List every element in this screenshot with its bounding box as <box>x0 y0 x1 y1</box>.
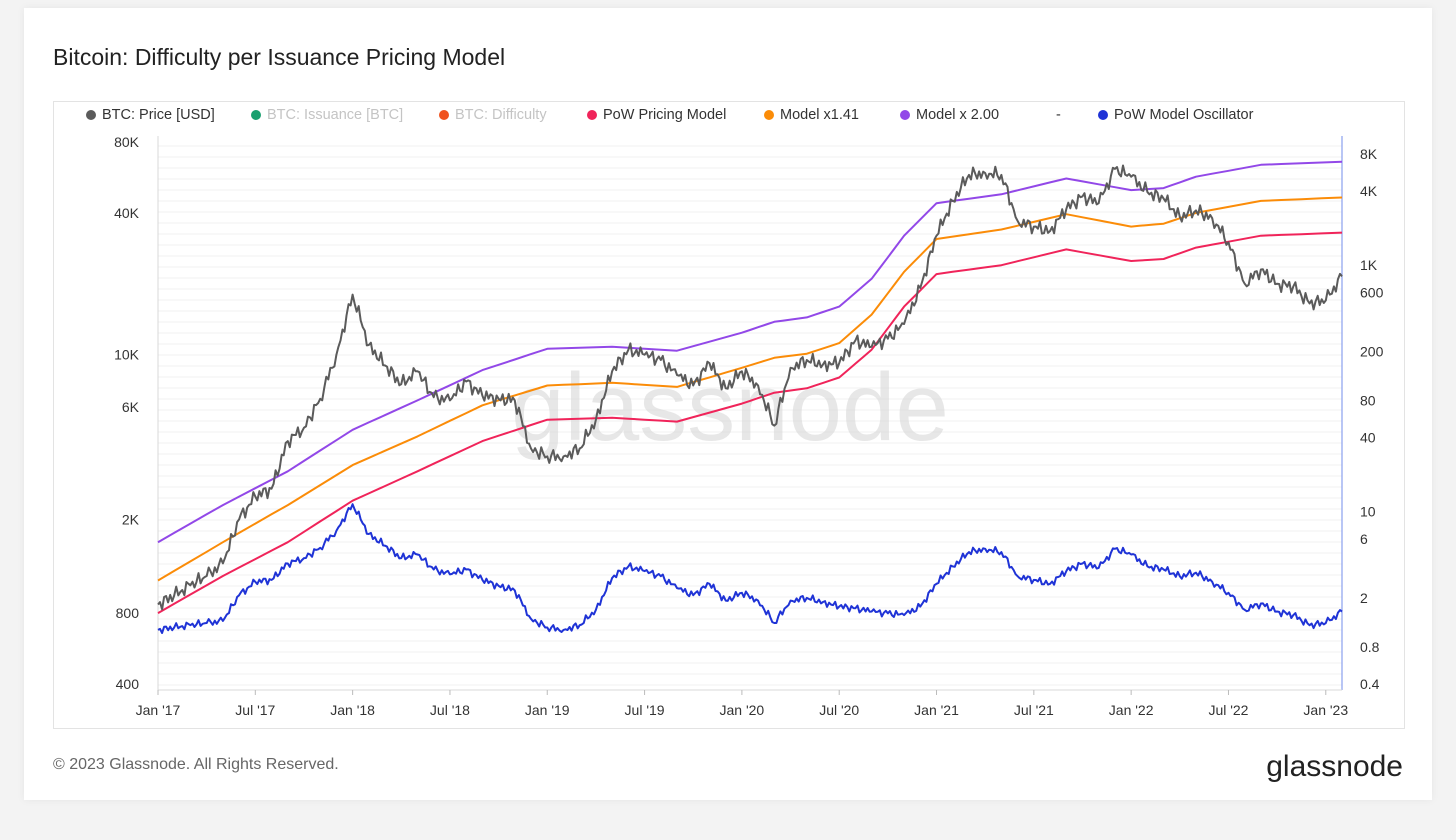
legend-label: Model x1.41 <box>780 107 859 123</box>
plot-frame <box>53 101 1405 729</box>
legend-label: BTC: Issuance [BTC] <box>267 107 404 123</box>
y-right-tick-label: 0.4 <box>1360 676 1380 692</box>
legend-item-btc-difficulty[interactable]: BTC: Difficulty <box>439 107 547 123</box>
y-right-tick-label: 80 <box>1360 392 1376 408</box>
y-left-tick-label: 10K <box>114 347 140 363</box>
x-tick-label: Jan '21 <box>914 702 959 718</box>
legend-item-pow-model-oscillator[interactable]: PoW Model Oscillator <box>1098 107 1253 123</box>
x-tick-label: Jul '19 <box>625 702 665 718</box>
series-line-pow-pricing-model <box>157 231 1343 614</box>
y-right-tick-label: 40 <box>1360 430 1376 446</box>
chart-title: Bitcoin: Difficulty per Issuance Pricing… <box>53 44 506 70</box>
y-right-tick-label: 200 <box>1360 343 1384 359</box>
y-right-tick-label: 1K <box>1360 257 1378 273</box>
legend-label: PoW Pricing Model <box>603 107 727 123</box>
glassnode-logo: glassnode <box>1266 750 1403 783</box>
y-left-tick-label: 2K <box>122 511 140 527</box>
copyright-text: © 2023 Glassnode. All Rights Reserved. <box>53 756 339 773</box>
y-right-tick-label: 8K <box>1360 146 1378 162</box>
y-left-tick-label: 80K <box>114 134 140 150</box>
y-left-tick-label: 400 <box>116 676 140 692</box>
chart-card: Bitcoin: Difficulty per Issuance Pricing… <box>24 8 1432 800</box>
y-left-tick-label: 800 <box>116 605 140 621</box>
x-tick-label: Jan '23 <box>1303 702 1348 718</box>
x-tick-label: Jan '22 <box>1109 702 1154 718</box>
y-right-tick-label: 6 <box>1360 531 1368 547</box>
y-right-tick-label: 0.8 <box>1360 639 1380 655</box>
series-line-model-x1-41 <box>157 196 1343 582</box>
legend-dot <box>764 110 774 120</box>
x-tick-label: Jul '20 <box>819 702 859 718</box>
legend-item-btc-issuance[interactable]: BTC: Issuance [BTC] <box>251 107 403 123</box>
legend-label: - <box>1056 107 1061 123</box>
legend-dot <box>86 110 96 120</box>
legend-label: BTC: Difficulty <box>455 107 547 123</box>
y-right-tick-label: 2 <box>1360 590 1368 606</box>
x-tick-label: Jul '18 <box>430 702 470 718</box>
legend-label: BTC: Price [USD] <box>102 107 215 123</box>
x-tick-label: Jul '17 <box>235 702 275 718</box>
legend-dot <box>900 110 910 120</box>
y-left-tick-label: 6K <box>122 399 140 415</box>
series-line-pow-model-oscillator <box>157 503 1343 634</box>
x-tick-label: Jan '17 <box>136 702 181 718</box>
legend-dot <box>587 110 597 120</box>
legend-item-pow-pricing-model[interactable]: PoW Pricing Model <box>587 107 726 123</box>
x-tick-label: Jan '20 <box>720 702 765 718</box>
x-tick-label: Jul '22 <box>1208 702 1248 718</box>
y-right-tick-label: 600 <box>1360 285 1384 301</box>
series-line-model-x-2-00 <box>157 160 1343 544</box>
x-tick-label: Jan '18 <box>330 702 375 718</box>
legend-dot <box>1098 110 1108 120</box>
legend-dot <box>439 110 449 120</box>
y-left-tick-label: 40K <box>114 205 140 221</box>
legend-label: Model x 2.00 <box>916 107 1000 123</box>
legend-item-separator: - <box>1056 107 1061 123</box>
legend-label: PoW Model Oscillator <box>1114 107 1254 123</box>
legend-dot <box>251 110 261 120</box>
series-line-btc-price-usd <box>157 164 1343 611</box>
legend-item-model-x200[interactable]: Model x 2.00 <box>900 107 999 123</box>
y-right-tick-label: 10 <box>1360 504 1376 520</box>
x-tick-label: Jul '21 <box>1014 702 1054 718</box>
y-right-tick-label: 4K <box>1360 183 1378 199</box>
x-tick-label: Jan '19 <box>525 702 570 718</box>
legend-item-btc-price[interactable]: BTC: Price [USD] <box>86 107 215 123</box>
legend-item-model-x141[interactable]: Model x1.41 <box>764 107 859 123</box>
